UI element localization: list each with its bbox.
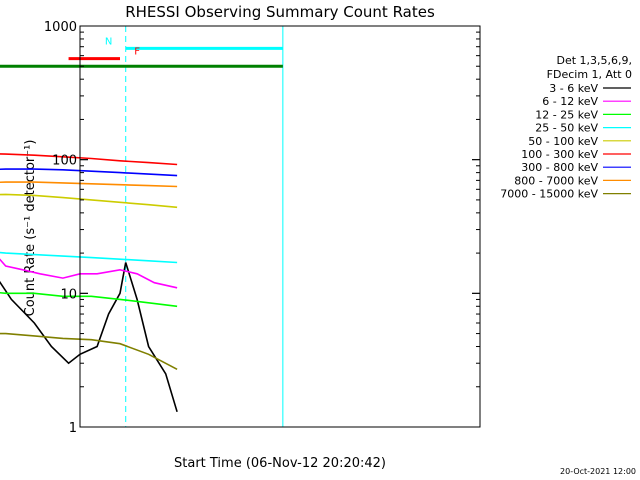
series-8-segment-0 — [0, 332, 178, 371]
series-4-segment-0 — [0, 193, 178, 209]
y-tick-label: 1000 — [44, 20, 77, 35]
legend-label-3: 25 - 50 keV — [535, 122, 598, 135]
series-2-segment-0 — [0, 291, 178, 308]
legend-label-1: 6 - 12 keV — [542, 95, 598, 108]
legend-header-line-2: FDecim 1, Att 0 — [547, 68, 632, 81]
y-tick-label: 1 — [69, 421, 77, 436]
flag-n-label: N — [105, 36, 112, 47]
legend-label-0: 3 - 6 keV — [549, 82, 598, 95]
series-3-segment-0 — [0, 251, 178, 264]
legend-header-line-1: Det 1,3,5,6,9, — [556, 54, 632, 67]
flag-f-label: F — [134, 47, 140, 58]
y-tick-label: 100 — [52, 154, 77, 169]
legend-label-5: 100 - 300 keV — [521, 148, 598, 161]
chart-title: RHESSI Observing Summary Count Rates — [125, 3, 435, 21]
series-1-segment-0 — [0, 258, 178, 289]
legend-label-4: 50 - 100 keV — [528, 135, 598, 148]
series-0-segment-0 — [0, 262, 178, 413]
plot-frame — [79, 25, 481, 428]
legend-label-7: 800 - 7000 keV — [514, 174, 598, 187]
y-axis-label: Count Rate (s⁻¹ detector⁻¹) — [23, 140, 38, 317]
y-tick-label: 10 — [60, 287, 77, 302]
legend: Det 1,3,5,6,9, FDecim 1, Att 0 3 - 6 keV… — [500, 54, 632, 201]
legend-label-6: 300 - 800 keV — [521, 161, 598, 174]
legend-label-2: 12 - 25 keV — [535, 108, 598, 121]
series-5-segment-0 — [0, 153, 178, 166]
series-6-segment-0 — [0, 168, 178, 177]
x-axis-label: Start Time (06-Nov-12 20:20:42) — [174, 456, 386, 471]
series-7-segment-0 — [0, 181, 178, 188]
timestamp: 20-Oct-2021 12:00 — [560, 467, 636, 476]
legend-label-8: 7000 - 15000 keV — [500, 188, 598, 201]
